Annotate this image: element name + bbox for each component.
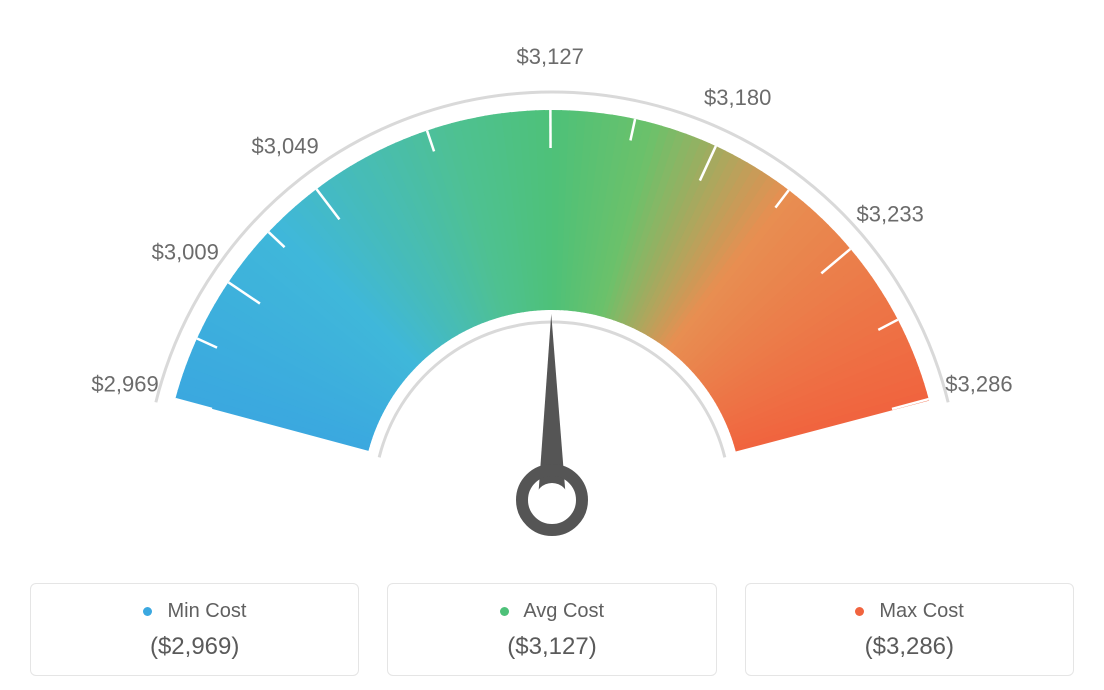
max-cost-label-text: Max Cost <box>879 600 963 622</box>
avg-cost-label: Avg Cost <box>398 600 705 623</box>
summary-cards: Min Cost ($2,969) Avg Cost ($3,127) Max … <box>0 583 1104 676</box>
min-bullet-icon <box>143 607 152 616</box>
min-cost-value: ($2,969) <box>41 633 348 661</box>
gauge-tick-label: $3,049 <box>251 134 318 159</box>
gauge-svg: $2,969 $3,009 $3,049 $3,127 $3,180 $3,233 $3,2… <box>0 0 1104 560</box>
gauge-tick-label: $3,233 <box>857 201 924 226</box>
max-cost-value: ($3,286) <box>756 633 1063 661</box>
max-cost-label: Max Cost <box>756 600 1063 623</box>
gauge-needle-hub-inner <box>535 483 569 517</box>
min-cost-label: Min Cost <box>41 600 348 623</box>
max-bullet-icon <box>855 607 864 616</box>
gauge-tick-label: $3,286 <box>945 372 1012 397</box>
gauge-tick-label: $3,009 <box>152 239 219 264</box>
min-cost-card: Min Cost ($2,969) <box>30 583 359 676</box>
max-cost-card: Max Cost ($3,286) <box>745 583 1074 676</box>
avg-cost-value: ($3,127) <box>398 633 705 661</box>
gauge-tick-label: $3,127 <box>517 44 584 69</box>
gauge-area: $2,969 $3,009 $3,049 $3,127 $3,180 $3,233 $3,2… <box>0 0 1104 560</box>
min-cost-label-text: Min Cost <box>167 600 246 622</box>
avg-cost-card: Avg Cost ($3,127) <box>387 583 716 676</box>
gauge-tick-label: $2,969 <box>91 372 158 397</box>
gauge-tick-label: $3,180 <box>704 85 771 110</box>
cost-gauge-chart: $2,969 $3,009 $3,049 $3,127 $3,180 $3,233 $3,2… <box>0 0 1104 690</box>
avg-cost-label-text: Avg Cost <box>523 600 604 622</box>
avg-bullet-icon <box>500 607 509 616</box>
